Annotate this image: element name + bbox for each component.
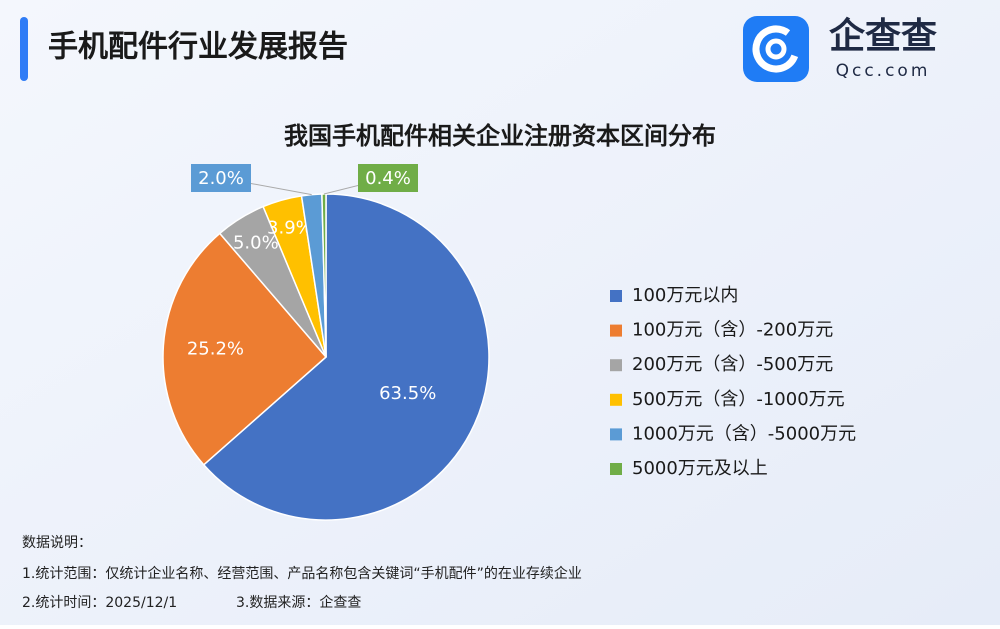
data-label: 2.0%	[198, 168, 244, 189]
legend-swatch	[610, 290, 622, 302]
pie-slice	[202, 193, 490, 521]
data-label: 25.2%	[187, 338, 244, 359]
logo-text: 企查查	[829, 15, 937, 57]
logo-dot	[765, 38, 787, 60]
legend-label: 100万元以内	[632, 285, 738, 306]
data-label: 63.5%	[379, 383, 436, 404]
pie: 63.5% 25.2% 5.0%3.9% 2.0% 0.4%	[162, 164, 490, 521]
logo-ring	[752, 25, 800, 73]
data-label: 3.9%	[267, 217, 313, 238]
data-label: 5.0%	[233, 232, 279, 253]
legend-swatch	[610, 359, 622, 372]
legend-label: 100万元（含）-200万元	[632, 320, 833, 341]
legend-swatch	[610, 393, 622, 406]
label-box	[191, 164, 251, 192]
legend-swatch	[610, 428, 622, 441]
title-accent	[20, 17, 28, 81]
page-title: 手机配件行业发展报告	[48, 30, 348, 65]
legend-swatch	[610, 324, 622, 337]
legend-label: 200万元（含）-500万元	[632, 354, 833, 375]
legend-swatch	[610, 463, 622, 475]
legend-label: 500万元（含）-1000万元	[632, 389, 845, 410]
legend: 100万元以内 100万元（含）-200万元 200万元（含）-500万元 500万元…	[610, 285, 856, 479]
chart-title: 我国手机配件相关企业注册资本区间分布	[284, 122, 716, 150]
pie-slice	[162, 232, 328, 466]
note: 1.统计范围：仅统计企业名称、经营范围、产品名称包含关键词“手机配件”的在业存续…	[22, 565, 582, 582]
notes-heading: 数据说明：	[22, 535, 92, 551]
note: 3.数据来源：企查查	[236, 594, 361, 611]
label-box	[358, 164, 418, 192]
legend-label: 1000万元（含）-5000万元	[632, 423, 856, 444]
legend-label: 5000万元及以上	[632, 458, 768, 479]
note: 2.统计时间：2025/12/1	[22, 595, 177, 611]
logo-sub: Qcc.com	[836, 61, 931, 81]
data-label: 0.4%	[365, 168, 411, 189]
